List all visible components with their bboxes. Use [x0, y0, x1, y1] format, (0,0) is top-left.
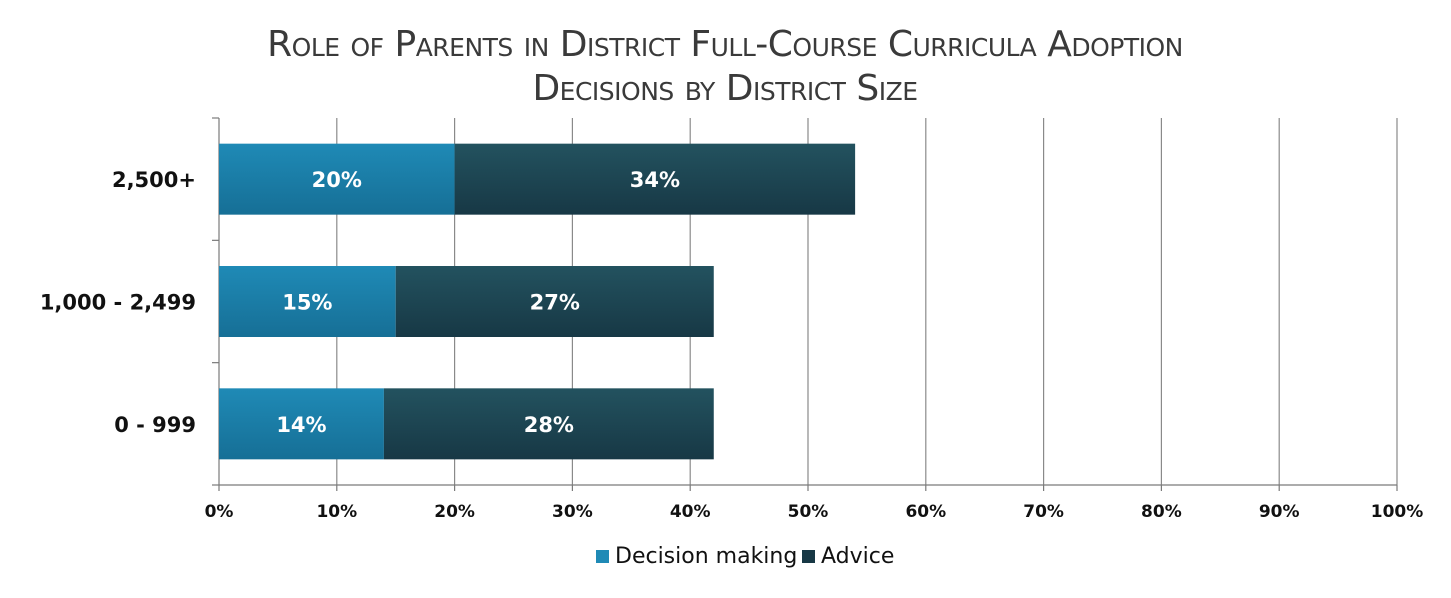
legend-swatch [802, 550, 815, 563]
data-label: 14% [276, 413, 326, 437]
x-tick-label: 30% [552, 502, 593, 522]
x-tick-label: 70% [1023, 502, 1064, 522]
data-label: 28% [524, 413, 574, 437]
bar-segment [219, 388, 384, 460]
category-label: 0 - 999 [114, 413, 196, 437]
bar-segment [454, 143, 856, 215]
data-label: 15% [282, 291, 332, 315]
x-tick-label: 60% [905, 502, 946, 522]
x-tick-label: 50% [788, 502, 829, 522]
category-label: 1,000 - 2,499 [40, 291, 196, 315]
x-tick-label: 90% [1259, 502, 1300, 522]
x-tick-label: 80% [1141, 502, 1182, 522]
bar-segment [219, 143, 455, 215]
category-label: 2,500+ [112, 168, 196, 192]
data-labels: 20% 34% 15% 27% 14% 28% [276, 168, 680, 437]
data-label: 34% [630, 168, 680, 192]
x-tick-label: 40% [670, 502, 711, 522]
bar-segment [395, 266, 714, 337]
axes: 0% 10% 20% 30% 40% 50% 60% 70% 80% 90% 100% 2,500+ 1… [40, 117, 1424, 522]
legend-label: Advice [821, 544, 894, 569]
chart-title-line-1: Role of Parents in District Full-Course … [267, 24, 1183, 65]
legend-swatch [596, 550, 609, 563]
legend-label: Decision making [615, 544, 797, 569]
data-label: 20% [312, 168, 362, 192]
legend: Decision making Advice [596, 544, 894, 569]
x-tick-label: 10% [316, 502, 357, 522]
bar-segment [383, 388, 714, 460]
chart-title-line-2: Decisions by District Size [532, 68, 917, 109]
chart-title: Role of Parents in District Full-Course … [267, 24, 1183, 109]
x-tick-label: 20% [434, 502, 475, 522]
bar-segment [219, 266, 396, 337]
bars [219, 143, 856, 460]
x-tick-label: 100% [1371, 502, 1424, 522]
data-label: 27% [530, 291, 580, 315]
x-tick-label: 0% [205, 502, 234, 522]
